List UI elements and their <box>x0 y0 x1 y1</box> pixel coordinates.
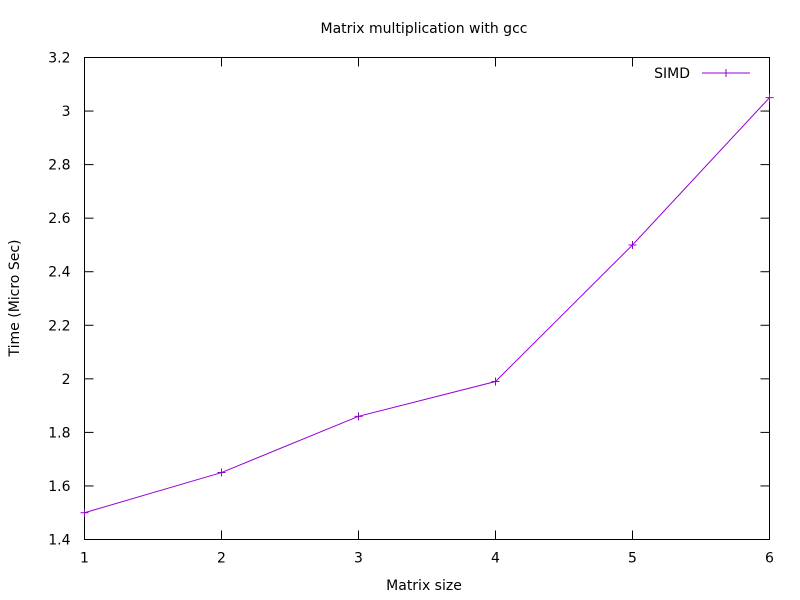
y-tick-label: 3.2 <box>48 51 70 67</box>
y-tick-label: 3 <box>62 104 71 120</box>
data-point <box>765 93 774 102</box>
x-axis-label: Matrix size <box>386 578 462 594</box>
x-tick-label: 5 <box>628 551 637 567</box>
plot-area-border <box>84 57 770 540</box>
y-tick-label: 2.8 <box>48 158 70 174</box>
data-point <box>217 468 226 477</box>
y-tick-label: 1.6 <box>48 479 70 495</box>
y-tick-label: 1.8 <box>48 425 70 441</box>
y-tick-label: 2.4 <box>48 265 70 281</box>
x-tick-label: 1 <box>80 551 89 567</box>
data-point <box>354 412 363 421</box>
legend-label-simd: SIMD <box>654 66 690 82</box>
series-line-simd <box>84 97 770 514</box>
x-tick-label: 2 <box>217 551 226 567</box>
x-tick-label: 6 <box>765 551 774 567</box>
legend-marker-simd <box>722 69 730 77</box>
y-tick-label: 2 <box>62 372 71 388</box>
y-axis-label: Time (Micro Sec) <box>7 240 23 358</box>
y-tick-label: 2.2 <box>48 318 70 334</box>
chart-title: Matrix multiplication with gcc <box>321 21 528 37</box>
legend: SIMD <box>654 66 750 82</box>
y-tick-label: 2.6 <box>48 211 70 227</box>
y-axis: 1.4 1.6 1.8 2 2.2 2.4 2.6 2.8 3 3.2 <box>48 51 770 549</box>
data-point <box>628 240 637 249</box>
data-point <box>491 377 500 386</box>
x-axis: 1 2 3 4 5 6 <box>80 57 774 567</box>
series-layer <box>80 93 774 517</box>
x-tick-label: 3 <box>354 551 363 567</box>
y-tick-label: 1.4 <box>48 533 70 549</box>
x-tick-label: 4 <box>491 551 500 567</box>
data-point <box>80 508 89 517</box>
